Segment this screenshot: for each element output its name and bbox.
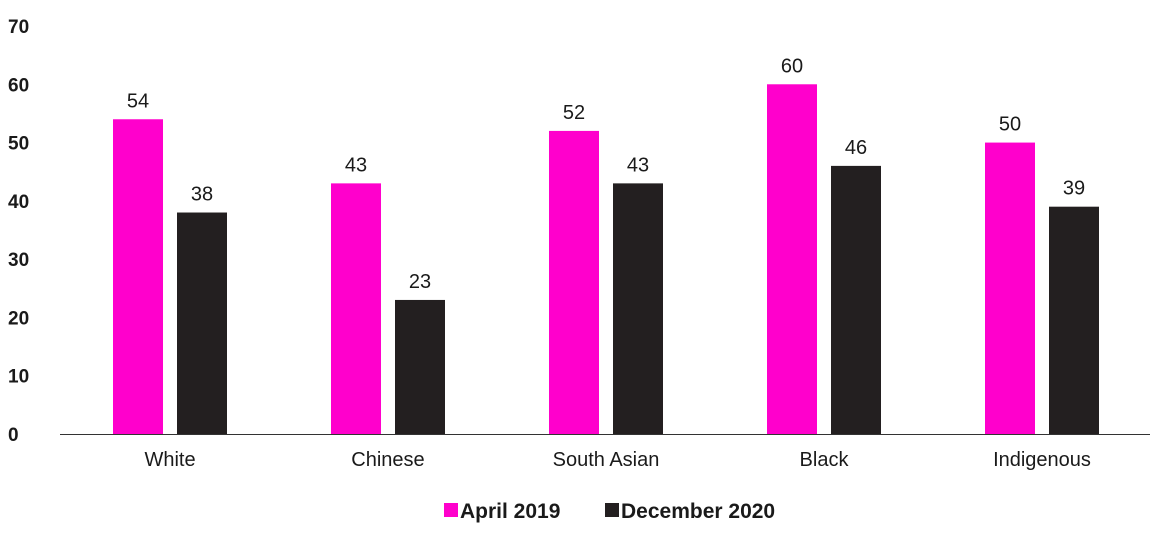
y-tick-label: 70 [8,17,29,38]
bar-value-label: 39 [1063,178,1085,200]
legend-label: December 2020 [621,500,775,523]
bar-december-2020 [613,183,663,434]
x-category-label: White [144,449,195,471]
bar-value-label: 54 [127,90,149,112]
bar-value-label: 46 [845,137,867,159]
bar-april-2019 [767,84,817,434]
bar-value-label: 60 [781,55,803,77]
x-category-label: South Asian [553,449,660,471]
legend-label: April 2019 [460,500,560,523]
y-tick-label: 20 [8,308,29,329]
bar-value-label: 38 [191,184,213,206]
legend-swatch [444,503,458,517]
bar-april-2019 [113,119,163,434]
bar-value-label: 50 [999,114,1021,136]
bar-value-label: 52 [563,102,585,124]
bar-april-2019 [331,183,381,434]
x-axis-category-labels: White Chinese South Asian Black Indigenous [144,449,1091,471]
legend-swatch [605,503,619,517]
y-tick-label: 0 [8,425,19,446]
bar-december-2020 [1049,207,1099,434]
data-labels-group: 54 38 43 23 52 43 60 46 50 39 [127,55,1085,293]
bar-april-2019 [549,131,599,434]
bar-december-2020 [395,300,445,434]
bar-december-2020 [831,166,881,434]
x-category-label: Black [800,449,850,471]
bar-december-2020 [177,213,227,434]
x-category-label: Chinese [351,449,424,471]
bar-value-label: 43 [345,154,367,176]
legend: April 2019 December 2020 [444,500,775,523]
y-tick-label: 50 [8,134,29,155]
y-tick-label: 60 [8,75,29,96]
y-tick-label: 10 [8,367,29,388]
y-tick-label: 40 [8,192,29,213]
bar-april-2019 [985,143,1035,434]
bars-group [113,84,1099,434]
x-category-label: Indigenous [993,449,1091,471]
bar-value-label: 23 [409,271,431,293]
y-axis-ticks: 0 10 20 30 40 50 60 70 [8,17,29,446]
y-tick-label: 30 [8,250,29,271]
bar-value-label: 43 [627,154,649,176]
